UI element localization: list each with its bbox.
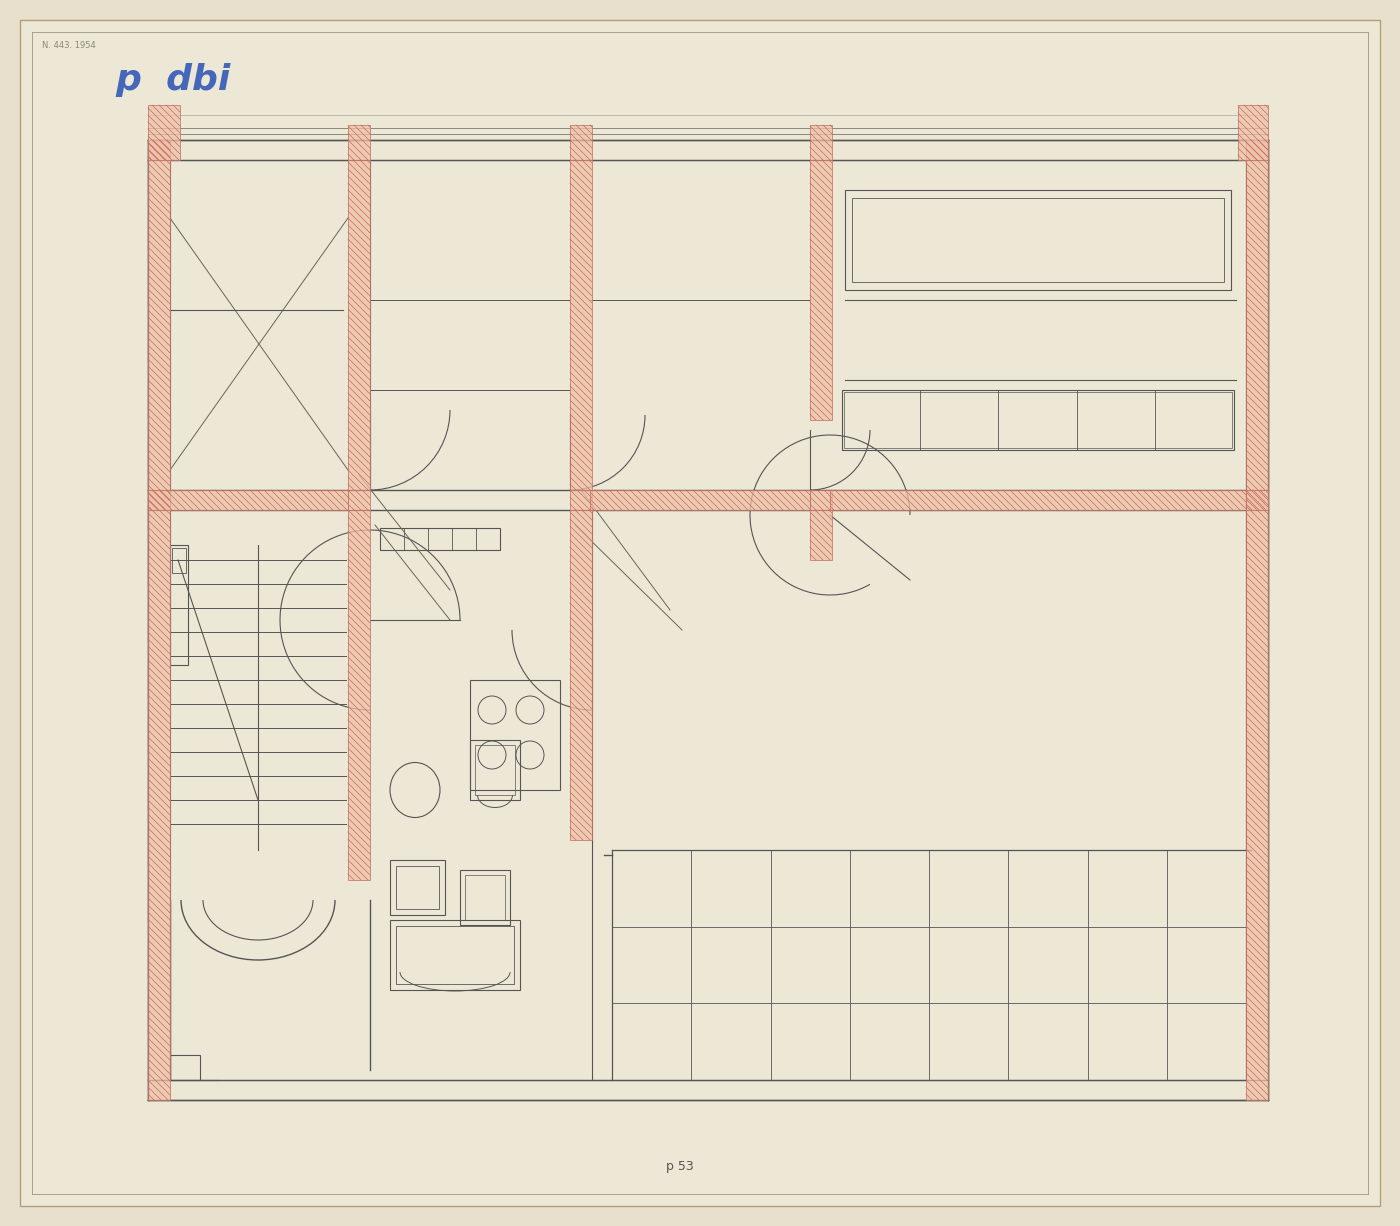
- Bar: [811, 510, 832, 560]
- Bar: [811, 161, 832, 421]
- Bar: [396, 926, 514, 984]
- Text: N. 443. 1954: N. 443. 1954: [42, 40, 95, 50]
- Bar: [148, 140, 169, 1100]
- Bar: [1246, 140, 1268, 1100]
- Bar: [1238, 105, 1268, 161]
- Bar: [1246, 490, 1268, 510]
- Bar: [391, 859, 445, 915]
- Bar: [570, 490, 592, 510]
- Bar: [830, 490, 1246, 510]
- Bar: [461, 870, 510, 924]
- Bar: [379, 528, 500, 550]
- Bar: [148, 490, 349, 510]
- Bar: [589, 490, 811, 510]
- Bar: [570, 510, 592, 840]
- Bar: [391, 920, 519, 991]
- Bar: [853, 199, 1224, 282]
- Bar: [811, 490, 832, 510]
- Bar: [570, 161, 592, 490]
- Bar: [169, 546, 188, 664]
- Bar: [844, 392, 1232, 447]
- Bar: [172, 548, 186, 573]
- Bar: [349, 125, 370, 161]
- Bar: [396, 866, 440, 908]
- Bar: [148, 105, 181, 161]
- Bar: [811, 125, 832, 161]
- Bar: [470, 741, 519, 801]
- Bar: [841, 390, 1233, 450]
- Bar: [846, 190, 1231, 291]
- Bar: [570, 125, 592, 161]
- Bar: [470, 680, 560, 790]
- Bar: [349, 490, 370, 510]
- Bar: [349, 161, 370, 490]
- Bar: [465, 875, 505, 920]
- Bar: [349, 510, 370, 880]
- Text: p 53: p 53: [666, 1160, 694, 1173]
- Text: p  dbi: p dbi: [115, 63, 230, 97]
- Bar: [169, 1056, 200, 1080]
- Bar: [475, 745, 515, 794]
